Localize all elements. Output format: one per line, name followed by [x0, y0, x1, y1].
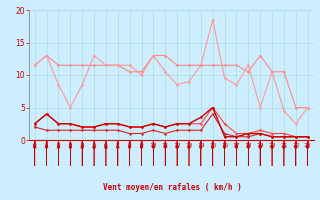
Text: Vent moyen/en rafales ( km/h ): Vent moyen/en rafales ( km/h ) — [103, 183, 242, 192]
